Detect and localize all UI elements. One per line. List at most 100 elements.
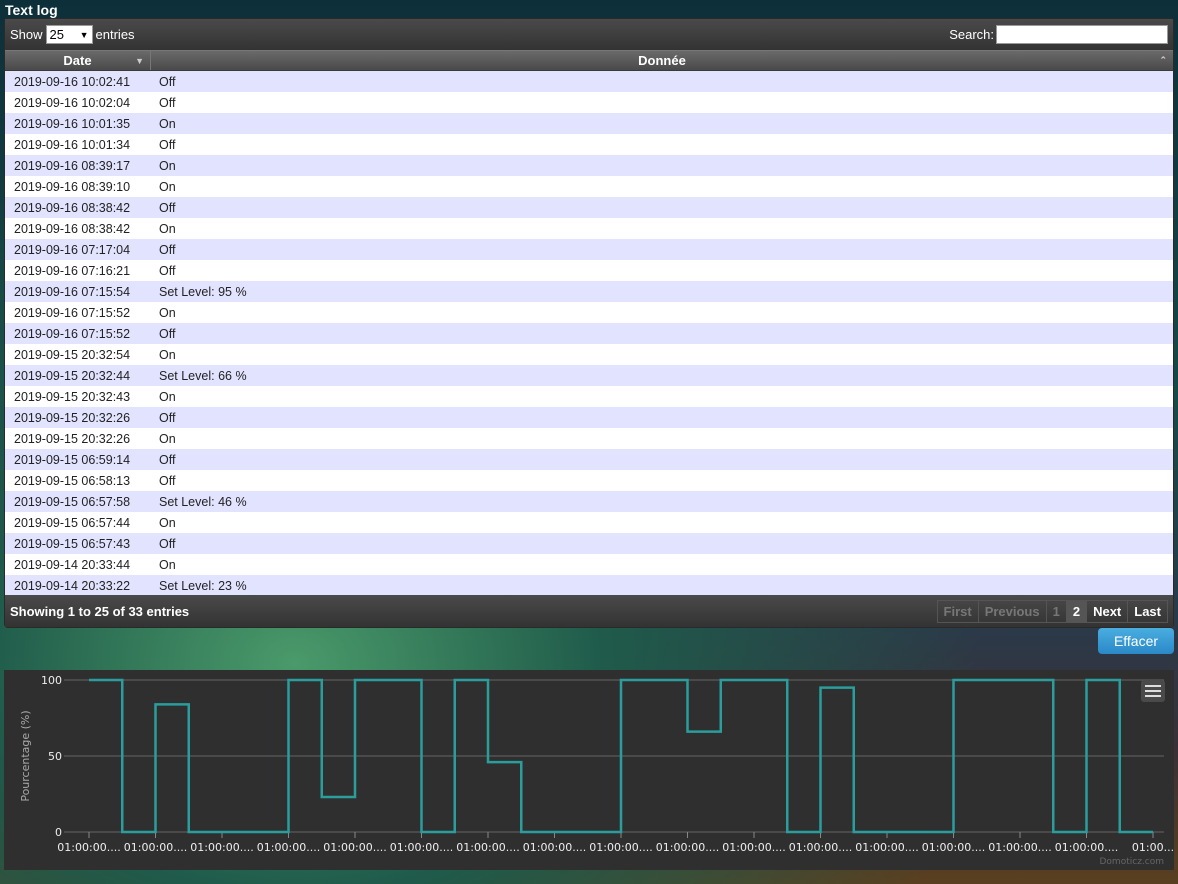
date-cell: 2019-09-16 10:01:34 [14,137,131,152]
page-1-button[interactable]: 1 [1047,600,1067,622]
data-cell: Set Level: 66 % [159,368,247,383]
sort-desc-icon: ▼ [135,55,144,66]
table-body: 2019-09-16 10:02:41 Off 2019-09-16 10:02:0… [5,71,1173,596]
table-row: 2019-09-16 07:15:54 Set Level: 95 % [5,281,1173,302]
date-cell: 2019-09-15 20:32:26 [14,410,131,425]
data-cell: Set Level: 46 % [159,494,247,509]
first-page-button[interactable]: First [938,600,979,622]
table-row: 2019-09-14 20:33:22 Set Level: 23 % [5,575,1173,596]
level-chart: 0 50 100 Pourcentage (%) 01:00:00.... 01:00:0… [4,670,1174,870]
date-cell: 2019-09-16 07:15:52 [14,305,131,320]
date-cell: 2019-09-15 20:32:26 [14,431,131,446]
x-tick-label: 01:00:00.... [789,841,852,854]
date-cell: 2019-09-16 08:38:42 [14,221,131,236]
date-cell: 2019-09-15 20:32:54 [14,347,131,362]
search-input[interactable] [996,25,1168,44]
data-cell: Off [159,263,176,278]
date-cell: 2019-09-16 10:01:35 [14,116,131,131]
date-cell: 2019-09-14 20:33:22 [14,578,131,593]
date-cell: 2019-09-16 07:15:54 [14,284,131,299]
data-cell: Off [159,95,176,110]
y-tick-label: 50 [48,750,62,763]
table-row: 2019-09-16 07:16:21 Off [5,260,1173,281]
table-row: 2019-09-16 07:15:52 Off [5,323,1173,344]
date-cell: 2019-09-15 06:59:14 [14,452,131,467]
data-cell: Off [159,452,176,467]
table-row: 2019-09-15 06:58:13 Off [5,470,1173,491]
credits: Domoticz.com [1100,857,1165,867]
data-cell: Off [159,536,176,551]
page-size-select[interactable]: 25 ▼ [45,25,93,44]
data-cell: On [159,431,176,446]
table-row: 2019-09-15 06:57:58 Set Level: 46 % [5,491,1173,512]
date-cell: 2019-09-16 07:16:21 [14,263,131,278]
sort-icon: ⌃ [1159,55,1167,65]
table-row: 2019-09-16 08:38:42 On [5,218,1173,239]
previous-page-button[interactable]: Previous [979,600,1047,622]
text-log-table-panel: Show 25 ▼ entries Search: Date ▼ Donnée ⌃ 201… [4,18,1174,628]
x-tick-label: 01:00:00.... [589,841,652,854]
table-row: 2019-09-15 20:32:26 On [5,428,1173,449]
data-cell: On [159,116,176,131]
data-cell: Off [159,326,176,341]
table-row: 2019-09-16 08:39:17 On [5,155,1173,176]
column-donnee-label: Donnée [638,53,686,68]
table-row: 2019-09-15 06:57:44 On [5,512,1173,533]
table-row: 2019-09-16 07:17:04 Off [5,239,1173,260]
x-tick-label: 01:00:00.... [323,841,386,854]
date-cell: 2019-09-16 08:38:42 [14,200,131,215]
page-title: Text log [5,2,58,18]
x-tick-label: 01:00:00.... [456,841,519,854]
table-row: 2019-09-15 06:57:43 Off [5,533,1173,554]
table-row: 2019-09-16 10:01:35 On [5,113,1173,134]
table-row: 2019-09-15 20:32:43 On [5,386,1173,407]
table-header: Date ▼ Donnée ⌃ [5,50,1173,70]
date-cell: 2019-09-14 20:33:44 [14,557,131,572]
data-cell: Set Level: 95 % [159,284,247,299]
table-row: 2019-09-15 20:32:44 Set Level: 66 % [5,365,1173,386]
date-cell: 2019-09-16 08:39:17 [14,158,131,173]
date-cell: 2019-09-15 20:32:44 [14,368,131,383]
date-cell: 2019-09-16 10:02:41 [14,74,131,89]
date-cell: 2019-09-15 06:57:58 [14,494,131,509]
data-cell: On [159,389,176,404]
x-tick-label: 01:00:00.... [855,841,918,854]
y-axis-title: Pourcentage (%) [19,710,32,801]
page-size-value: 25 [49,27,64,42]
data-cell: Off [159,410,176,425]
column-donnee[interactable]: Donnée ⌃ [150,51,1173,70]
y-tick-label: 100 [41,674,62,687]
data-cell: Set Level: 23 % [159,578,247,593]
search-label: Search: [949,27,994,42]
column-date[interactable]: Date ▼ [5,51,150,70]
table-row: 2019-09-16 10:02:41 Off [5,71,1173,92]
x-tick-label: 01:00:00.... [523,841,586,854]
x-tick-label: 01:00:00.... [190,841,253,854]
data-cell: On [159,515,176,530]
data-cell: On [159,158,176,173]
table-row: 2019-09-16 08:38:42 Off [5,197,1173,218]
data-cell: Off [159,74,176,89]
date-cell: 2019-09-16 10:02:04 [14,95,131,110]
x-tick-label: 01:00... [1132,841,1174,854]
x-tick-label: 01:00:00.... [390,841,453,854]
last-page-button[interactable]: Last [1134,603,1161,619]
data-cell: Off [159,473,176,488]
column-date-label: Date [63,53,92,68]
clear-button[interactable]: Effacer [1098,628,1174,654]
x-tick-label: 01:00:00.... [57,841,120,854]
table-row: 2019-09-14 20:33:44 On [5,554,1173,575]
table-row: 2019-09-16 10:02:04 Off [5,92,1173,113]
page-2-button[interactable]: 2 [1066,600,1088,622]
chart-menu-icon[interactable] [1141,680,1165,702]
data-cell: On [159,347,176,362]
table-row: 2019-09-16 07:15:52 On [5,302,1173,323]
table-row: 2019-09-16 08:39:10 On [5,176,1173,197]
data-cell: On [159,305,176,320]
x-tick-label: 01:00:00.... [1055,841,1118,854]
date-cell: 2019-09-15 06:57:44 [14,515,131,530]
table-footer: Showing 1 to 25 of 33 entries First Prev… [5,595,1173,627]
date-cell: 2019-09-16 07:15:52 [14,326,131,341]
next-page-button[interactable]: Next [1087,600,1129,622]
